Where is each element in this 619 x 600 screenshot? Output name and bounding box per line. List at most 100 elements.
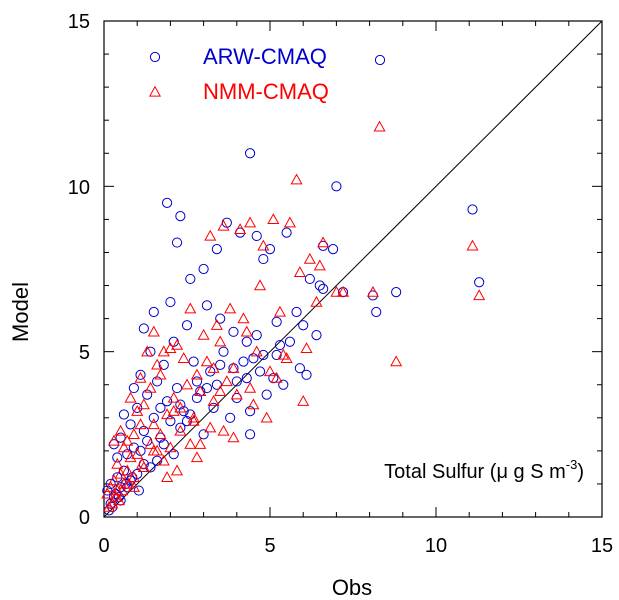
series-layer [101,120,486,516]
data-point-nmm-cmaq [317,236,330,248]
data-point-nmm-cmaq [204,229,217,241]
annotation-mid: g S m [508,461,566,483]
y-axis-label: Model [8,282,33,342]
data-point-arw-cmaq [165,416,176,427]
legend-marker-nmm-cmaq [148,85,162,97]
data-point-arw-cmaq [241,336,252,347]
data-point-arw-cmaq [474,277,485,288]
data-point-arw-cmaq [248,353,259,364]
data-point-nmm-cmaq [336,285,350,297]
data-point-arw-cmaq [311,330,322,341]
data-point-arw-cmaq [128,382,139,394]
data-point-nmm-cmaq [283,216,296,228]
data-point-arw-cmaq [168,449,179,460]
data-point-arw-cmaq [198,263,209,275]
data-point-arw-cmaq [185,273,196,285]
plot-frame [103,20,603,518]
data-point-arw-cmaq [258,253,269,265]
data-point-nmm-cmaq [257,239,270,251]
data-point-arw-cmaq [215,359,226,370]
data-point-nmm-cmaq [184,438,197,449]
y-tick-label-15: 15 [68,11,90,33]
data-point-nmm-cmaq [214,385,227,397]
data-point-nmm-cmaq [137,398,150,410]
data-point-arw-cmaq [314,280,325,291]
data-point-arw-cmaq [244,429,256,440]
data-point-nmm-cmaq [273,305,287,317]
data-point-nmm-cmaq [214,335,227,347]
data-point-arw-cmaq [175,422,186,433]
data-point-arw-cmaq [281,227,292,238]
data-point-nmm-cmaq [280,352,293,363]
data-point-nmm-cmaq [300,342,313,354]
data-point-nmm-cmaq [237,312,250,324]
data-point-arw-cmaq [175,210,186,222]
data-point-arw-cmaq [155,402,166,413]
data-point-arw-cmaq [161,396,173,407]
data-point-arw-cmaq [148,412,159,423]
data-point-arw-cmaq [205,366,216,377]
data-point-nmm-cmaq [267,213,280,225]
data-point-nmm-cmaq [177,352,190,363]
data-point-nmm-cmaq [116,484,129,496]
data-point-nmm-cmaq [184,302,197,314]
data-point-nmm-cmaq [144,438,157,449]
data-point-arw-cmaq [191,392,203,404]
legend: ARW-CMAQ NMM-CMAQ [148,44,386,104]
y-tick-label-0: 0 [79,507,90,529]
data-point-arw-cmaq [391,287,402,298]
data-point-arw-cmaq [251,230,262,242]
series-nmm-cmaq [101,120,486,512]
data-point-arw-cmaq [125,419,136,430]
data-point-arw-cmaq [258,349,269,361]
data-point-nmm-cmaq [174,424,187,436]
data-point-arw-cmaq [231,376,242,387]
data-point-arw-cmaq [152,455,163,466]
data-point-arw-cmaq [228,326,239,337]
annotation-prefix: Total Sulfur ( [384,461,497,483]
data-point-arw-cmaq [171,237,183,248]
data-point-nmm-cmaq [244,216,257,228]
data-point-nmm-cmaq [147,418,160,430]
data-point-nmm-cmaq [250,345,263,357]
data-point-nmm-cmaq [204,421,217,433]
annotation-sup: -3 [566,457,578,472]
data-point-nmm-cmaq [194,438,207,449]
data-point-arw-cmaq [178,406,189,417]
data-point-nmm-cmaq [473,289,486,301]
data-point-nmm-cmaq [263,365,277,377]
data-point-nmm-cmaq [141,345,154,357]
data-point-arw-cmaq [145,462,156,473]
data-point-nmm-cmaq [194,385,207,397]
data-point-arw-cmaq [301,369,312,380]
legend-marker-arw-cmaq-right [374,54,386,66]
data-point-arw-cmaq [274,339,286,351]
data-point-arw-cmaq [171,382,183,394]
data-point-nmm-cmaq [230,388,243,400]
data-point-arw-cmaq [201,300,213,311]
data-point-nmm-cmaq [167,391,180,403]
data-point-arw-cmaq [142,389,153,400]
data-point-arw-cmaq [251,330,262,341]
data-point-arw-cmaq [211,379,222,390]
data-point-nmm-cmaq [466,239,479,251]
data-point-arw-cmaq [128,442,139,453]
data-point-arw-cmaq [132,402,143,413]
legend-circle-icon [374,54,386,66]
legend-triangle-icon [148,85,162,97]
data-point-nmm-cmaq [366,285,379,297]
data-point-nmm-cmaq [210,318,223,330]
data-point-nmm-cmaq [170,464,184,476]
data-point-nmm-cmaq [107,474,121,486]
data-point-nmm-cmaq [224,302,237,314]
one-to-one-line [103,20,603,518]
annotation-mu: μ [496,461,508,483]
data-point-nmm-cmaq [240,325,253,337]
data-point-nmm-cmaq [297,395,310,406]
data-point-nmm-cmaq [207,395,220,406]
data-point-nmm-cmaq [107,434,121,446]
x-tick-label-0: 0 [98,535,109,557]
data-point-arw-cmaq [158,359,169,370]
data-point-arw-cmaq [244,406,256,417]
